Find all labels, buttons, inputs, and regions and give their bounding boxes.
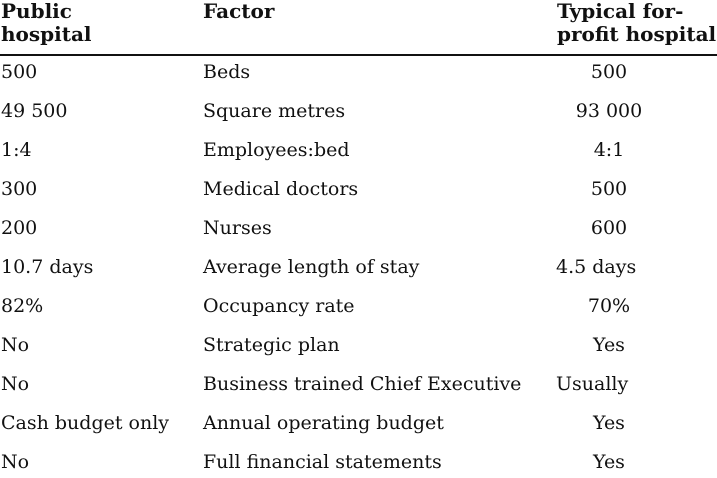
cell-factor: Business trained Chief Executive — [203, 373, 522, 395]
cell-public: 1:4 — [1, 139, 32, 161]
cell-forprofit: 70% — [587, 295, 631, 317]
cell-factor: Beds — [203, 61, 251, 83]
cell-public: No — [1, 451, 30, 473]
cell-forprofit: 600 — [590, 217, 628, 239]
cell-factor: Nurses — [203, 217, 272, 239]
header-public-line2: hospital — [1, 22, 92, 46]
cell-public: No — [1, 334, 30, 356]
cell-public: 49 500 — [1, 100, 68, 122]
cell-forprofit: Yes — [593, 451, 625, 473]
cell-forprofit: 4:1 — [593, 139, 625, 161]
header-factor: Factor — [203, 0, 274, 23]
cell-forprofit: 4.5 days — [556, 256, 637, 278]
cell-factor: Annual operating budget — [203, 412, 444, 434]
header-forprofit-hospital: Typical for- profit hospital — [557, 0, 716, 46]
cell-forprofit: Usually — [556, 373, 629, 395]
cell-forprofit: Yes — [593, 412, 625, 434]
cell-public: 500 — [1, 61, 38, 83]
cell-public: 10.7 days — [1, 256, 94, 278]
header-public-line1: Public — [1, 0, 72, 23]
cell-factor: Square metres — [203, 100, 346, 122]
cell-factor: Average length of stay — [203, 256, 420, 278]
cell-forprofit: Yes — [593, 334, 625, 356]
header-forprofit-line1: Typical for- — [557, 0, 684, 23]
cell-public: Cash budget only — [1, 412, 170, 434]
cell-forprofit: 500 — [590, 178, 628, 200]
cell-factor: Strategic plan — [203, 334, 340, 356]
cell-factor: Full financial statements — [203, 451, 442, 473]
header-factor-label: Factor — [203, 0, 275, 23]
cell-forprofit: 93 000 — [575, 100, 643, 122]
cell-factor: Medical doctors — [203, 178, 359, 200]
cell-public: 200 — [1, 217, 38, 239]
cell-public: No — [1, 373, 30, 395]
header-public-hospital: Public hospital — [1, 0, 92, 46]
cell-forprofit: 500 — [590, 61, 628, 83]
cell-factor: Occupancy rate — [203, 295, 355, 317]
cell-factor: Employees:bed — [203, 139, 350, 161]
cell-public: 300 — [1, 178, 38, 200]
header-rule — [0, 54, 717, 56]
cell-public: 82% — [1, 295, 44, 317]
header-forprofit-line2: profit hospital — [557, 22, 717, 46]
